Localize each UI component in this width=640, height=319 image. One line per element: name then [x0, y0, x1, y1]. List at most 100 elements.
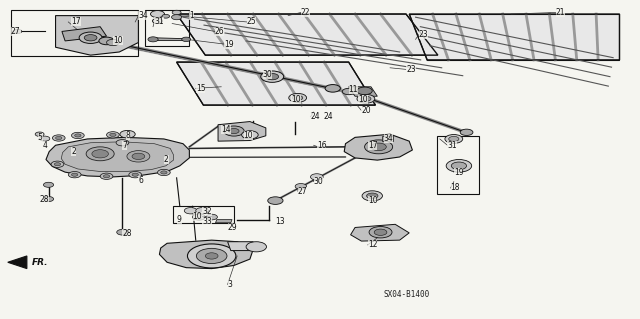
Circle shape	[13, 29, 22, 33]
Circle shape	[92, 150, 108, 158]
Circle shape	[451, 162, 467, 170]
Circle shape	[116, 140, 129, 146]
Circle shape	[268, 197, 283, 204]
Circle shape	[196, 249, 227, 263]
Polygon shape	[177, 62, 376, 105]
Circle shape	[35, 132, 44, 137]
Circle shape	[295, 183, 307, 189]
Circle shape	[172, 10, 181, 15]
Text: 14: 14	[221, 125, 231, 134]
Polygon shape	[159, 240, 253, 269]
Polygon shape	[383, 137, 394, 141]
Text: FR.: FR.	[31, 258, 48, 267]
Text: 20: 20	[362, 106, 371, 115]
Text: 28: 28	[40, 195, 49, 204]
Text: 11: 11	[349, 85, 358, 94]
Text: 15: 15	[196, 84, 205, 93]
Text: 2: 2	[164, 155, 168, 164]
Text: 25: 25	[246, 18, 257, 26]
Circle shape	[129, 172, 141, 178]
Text: 31: 31	[154, 18, 164, 26]
Polygon shape	[153, 38, 186, 41]
Circle shape	[229, 129, 239, 134]
Circle shape	[342, 88, 355, 95]
Circle shape	[106, 39, 119, 46]
Circle shape	[54, 163, 61, 166]
Circle shape	[120, 130, 135, 138]
Circle shape	[52, 135, 65, 141]
Circle shape	[193, 214, 205, 220]
Circle shape	[206, 214, 218, 220]
Circle shape	[44, 197, 54, 202]
Circle shape	[132, 173, 138, 176]
Circle shape	[445, 135, 463, 143]
Circle shape	[449, 137, 459, 141]
Text: 4: 4	[43, 141, 48, 150]
Circle shape	[152, 19, 163, 24]
Polygon shape	[344, 134, 412, 160]
Text: 10: 10	[244, 131, 253, 140]
Circle shape	[100, 173, 113, 179]
Circle shape	[246, 242, 266, 252]
Circle shape	[68, 172, 81, 178]
Text: 10: 10	[358, 95, 368, 104]
Circle shape	[182, 37, 191, 41]
Polygon shape	[228, 242, 256, 250]
Text: 10: 10	[113, 36, 122, 45]
Circle shape	[56, 137, 62, 140]
Circle shape	[357, 94, 375, 103]
Circle shape	[196, 208, 209, 214]
Circle shape	[44, 182, 54, 187]
Circle shape	[103, 175, 109, 178]
Text: 27: 27	[298, 187, 307, 196]
Polygon shape	[349, 87, 378, 96]
Text: 8: 8	[125, 131, 131, 140]
Circle shape	[161, 171, 167, 174]
Text: 10: 10	[368, 196, 378, 205]
Text: 34: 34	[384, 134, 394, 144]
Text: 23: 23	[419, 30, 428, 39]
Text: 23: 23	[406, 65, 415, 74]
Circle shape	[157, 169, 170, 176]
Text: 3: 3	[228, 280, 232, 289]
Text: 24: 24	[310, 112, 320, 121]
Text: 30: 30	[314, 177, 323, 186]
Circle shape	[289, 93, 307, 102]
Text: 31: 31	[447, 141, 457, 150]
Polygon shape	[216, 219, 232, 223]
Circle shape	[460, 129, 473, 136]
Polygon shape	[62, 27, 106, 41]
Circle shape	[365, 140, 393, 154]
Circle shape	[148, 37, 158, 42]
Circle shape	[446, 160, 472, 172]
Circle shape	[371, 143, 387, 151]
Circle shape	[266, 73, 278, 80]
Circle shape	[361, 96, 371, 101]
Circle shape	[84, 34, 97, 41]
Text: 33: 33	[202, 217, 212, 226]
Text: 34: 34	[138, 11, 148, 20]
Circle shape	[325, 85, 340, 92]
Circle shape	[150, 11, 164, 18]
Circle shape	[109, 133, 116, 137]
Circle shape	[292, 95, 303, 100]
Text: 6: 6	[138, 175, 143, 185]
Circle shape	[132, 153, 145, 160]
Text: 10: 10	[291, 95, 301, 104]
Polygon shape	[409, 14, 620, 60]
Text: 7: 7	[122, 141, 127, 150]
Circle shape	[310, 174, 323, 180]
Text: 17: 17	[72, 18, 81, 26]
Text: 10: 10	[193, 212, 202, 221]
Circle shape	[172, 15, 182, 20]
Text: 17: 17	[368, 141, 378, 150]
Text: 19: 19	[454, 168, 463, 177]
Text: 30: 30	[262, 70, 273, 78]
Text: 26: 26	[215, 27, 225, 36]
Circle shape	[86, 147, 114, 161]
Text: 27: 27	[11, 27, 20, 36]
Circle shape	[162, 14, 170, 18]
Text: 2: 2	[72, 147, 76, 156]
Text: 1: 1	[189, 11, 194, 20]
Polygon shape	[8, 256, 27, 269]
